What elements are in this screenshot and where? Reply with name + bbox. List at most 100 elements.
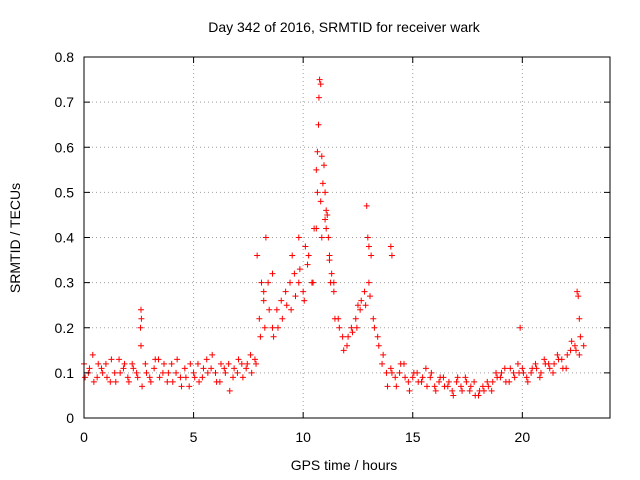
data-point xyxy=(146,374,153,381)
y-tick-label: 0.8 xyxy=(55,49,75,65)
data-point xyxy=(196,378,203,385)
data-point xyxy=(98,365,105,372)
data-point xyxy=(354,302,361,309)
data-point xyxy=(203,356,210,363)
data-point xyxy=(388,369,395,376)
data-point xyxy=(90,378,97,385)
data-point xyxy=(564,351,571,358)
data-point xyxy=(493,369,500,376)
data-point xyxy=(331,315,338,322)
data-point xyxy=(168,360,175,367)
data-point xyxy=(288,306,295,313)
data-point xyxy=(485,383,492,390)
data-point xyxy=(409,374,416,381)
data-point xyxy=(302,243,309,250)
data-point xyxy=(511,374,518,381)
data-point xyxy=(165,369,172,376)
data-point xyxy=(104,374,111,381)
data-point xyxy=(507,365,514,372)
x-tick-label: 0 xyxy=(80,429,88,445)
data-point xyxy=(317,81,324,88)
data-point xyxy=(305,252,312,259)
data-point xyxy=(577,333,584,340)
data-point xyxy=(239,374,246,381)
data-point xyxy=(574,288,581,295)
data-point xyxy=(260,297,267,304)
data-point xyxy=(365,279,372,286)
data-point xyxy=(164,378,171,385)
data-point xyxy=(517,324,524,331)
data-point xyxy=(542,360,549,367)
data-point xyxy=(379,360,386,367)
data-point xyxy=(191,374,198,381)
y-tick-label: 0.3 xyxy=(55,275,75,291)
data-point xyxy=(230,374,237,381)
data-point xyxy=(502,378,509,385)
data-point xyxy=(397,360,404,367)
data-points xyxy=(81,76,587,399)
data-point xyxy=(279,315,286,322)
data-point xyxy=(82,374,89,381)
data-point xyxy=(278,297,285,304)
data-point xyxy=(364,234,371,241)
data-point xyxy=(137,342,144,349)
axis-ticks: 0 5 10 15 20 0 0.1 0.2 0.3 0.4 0.5 0.6 0.7 0.8 xyxy=(55,49,610,445)
data-point xyxy=(374,333,381,340)
data-point xyxy=(248,369,255,376)
data-point xyxy=(296,266,303,273)
data-point xyxy=(291,270,298,277)
data-point xyxy=(89,351,96,358)
data-point xyxy=(559,365,566,372)
data-point xyxy=(208,365,215,372)
data-point xyxy=(326,257,333,264)
data-point xyxy=(282,288,289,295)
data-point xyxy=(266,306,273,313)
data-point xyxy=(352,315,359,322)
data-point xyxy=(567,347,574,354)
data-point xyxy=(173,369,180,376)
data-point xyxy=(300,288,307,295)
data-point xyxy=(108,356,115,363)
data-point xyxy=(289,252,296,259)
data-point xyxy=(441,383,448,390)
data-point xyxy=(102,360,109,367)
data-point xyxy=(234,369,241,376)
data-point xyxy=(99,369,106,376)
data-point xyxy=(428,369,435,376)
data-point xyxy=(480,387,487,394)
data-point xyxy=(554,351,561,358)
data-point xyxy=(116,356,123,363)
data-point xyxy=(301,297,308,304)
data-point xyxy=(410,369,417,376)
data-point xyxy=(174,356,181,363)
data-point xyxy=(419,374,426,381)
data-point xyxy=(576,315,583,322)
x-tick-label: 20 xyxy=(515,429,531,445)
data-point xyxy=(449,387,456,394)
data-point xyxy=(387,243,394,250)
data-point xyxy=(134,374,141,381)
data-point xyxy=(450,392,457,399)
data-point xyxy=(432,387,439,394)
x-tick-label: 10 xyxy=(295,429,311,445)
x-axis-label: GPS time / hours xyxy=(291,457,398,473)
data-point xyxy=(328,270,335,277)
data-point xyxy=(488,387,495,394)
data-point xyxy=(375,342,382,349)
data-point xyxy=(315,121,322,128)
data-point xyxy=(247,351,254,358)
data-point xyxy=(265,279,272,286)
data-point xyxy=(304,261,311,268)
y-tick-label: 0.7 xyxy=(55,94,75,110)
data-point xyxy=(261,324,268,331)
y-tick-label: 0.2 xyxy=(55,320,75,336)
data-point xyxy=(209,351,216,358)
data-point xyxy=(431,383,438,390)
data-point xyxy=(546,365,553,372)
data-point xyxy=(575,293,582,300)
data-point xyxy=(330,279,337,286)
data-point xyxy=(528,369,535,376)
data-point xyxy=(295,234,302,241)
data-point xyxy=(580,342,587,349)
data-point xyxy=(147,378,154,385)
